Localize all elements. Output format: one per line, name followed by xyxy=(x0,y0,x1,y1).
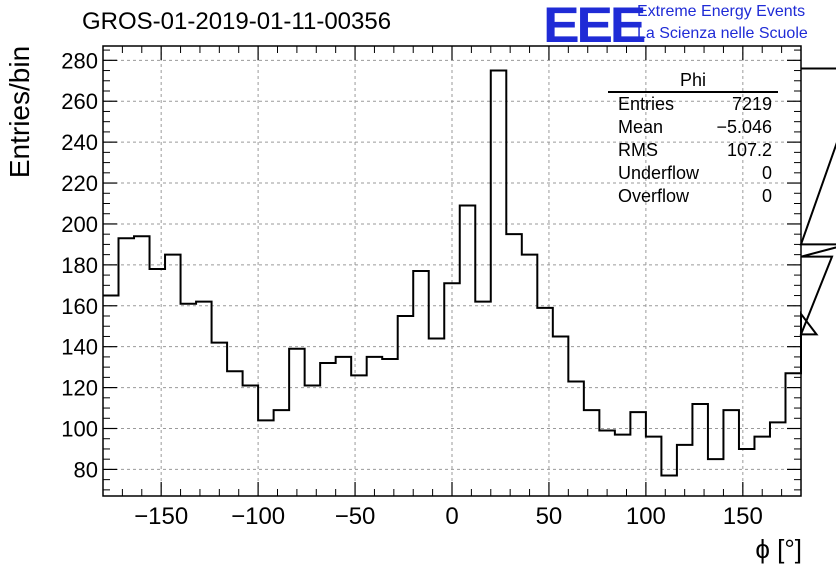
x-tick-label: −100 xyxy=(231,503,285,530)
stats-value: 107.2 xyxy=(726,140,772,160)
y-tick-label: 200 xyxy=(61,212,98,237)
x-tick-label: 50 xyxy=(536,503,563,530)
stats-label: Underflow xyxy=(618,163,700,183)
y-tick-label: 160 xyxy=(61,294,98,319)
stats-label: Entries xyxy=(618,94,675,114)
stats-label: Mean xyxy=(618,117,664,137)
chart-title: GROS-01-2019-01-11-00356 xyxy=(82,8,392,35)
stats-row-mean: Mean −5.046 xyxy=(608,116,778,139)
y-tick-label: 280 xyxy=(61,48,98,73)
brand-line-1: Extreme Energy Events xyxy=(637,3,806,20)
y-tick-label: 240 xyxy=(61,130,98,155)
y-tick-label: 80 xyxy=(74,457,98,482)
grid-lines xyxy=(103,46,801,496)
x-tick-label: −150 xyxy=(134,503,188,530)
eee-logo: EEE xyxy=(543,0,646,53)
y-axis-label: Entries/bin xyxy=(4,45,35,179)
stats-row-overflow: Overflow 0 xyxy=(608,185,778,208)
histogram-outline xyxy=(103,67,836,477)
stats-row-underflow: Underflow 0 xyxy=(608,162,778,185)
stats-label: RMS xyxy=(618,140,658,160)
y-tick-label: 140 xyxy=(61,335,98,360)
stats-value: −5.046 xyxy=(716,117,772,137)
stats-label: Overflow xyxy=(618,186,690,206)
stats-box: Phi Entries 7219 Mean −5.046 RMS 107.2 U… xyxy=(608,70,778,208)
y-tick-label: 120 xyxy=(61,376,98,401)
y-tick-label: 100 xyxy=(61,417,98,442)
y-tick-label: 260 xyxy=(61,89,98,114)
y-tick-labels: 80 100 120 140 160 180 200 220 240 260 280 xyxy=(61,48,98,482)
x-tick-labels: −150 −100 −50 0 50 100 150 xyxy=(134,503,763,530)
stats-row-entries: Entries 7219 xyxy=(608,93,778,116)
x-axis-label: ϕ [°] xyxy=(755,534,802,564)
y-tick-label: 220 xyxy=(61,171,98,196)
stats-value: 7219 xyxy=(731,94,772,114)
x-tick-label: 100 xyxy=(626,503,666,530)
x-tick-label: 150 xyxy=(723,503,763,530)
x-tick-label: 0 xyxy=(445,503,458,530)
brand-line-2: La Scienza nelle Scuole xyxy=(637,25,808,42)
stats-title: Phi xyxy=(608,70,778,93)
stats-row-rms: RMS 107.2 xyxy=(608,139,778,162)
y-tick-label: 180 xyxy=(61,253,98,278)
axis-ticks xyxy=(102,46,802,496)
stats-value: 0 xyxy=(761,186,772,206)
x-tick-label: −50 xyxy=(335,503,376,530)
stats-value: 0 xyxy=(761,163,772,183)
